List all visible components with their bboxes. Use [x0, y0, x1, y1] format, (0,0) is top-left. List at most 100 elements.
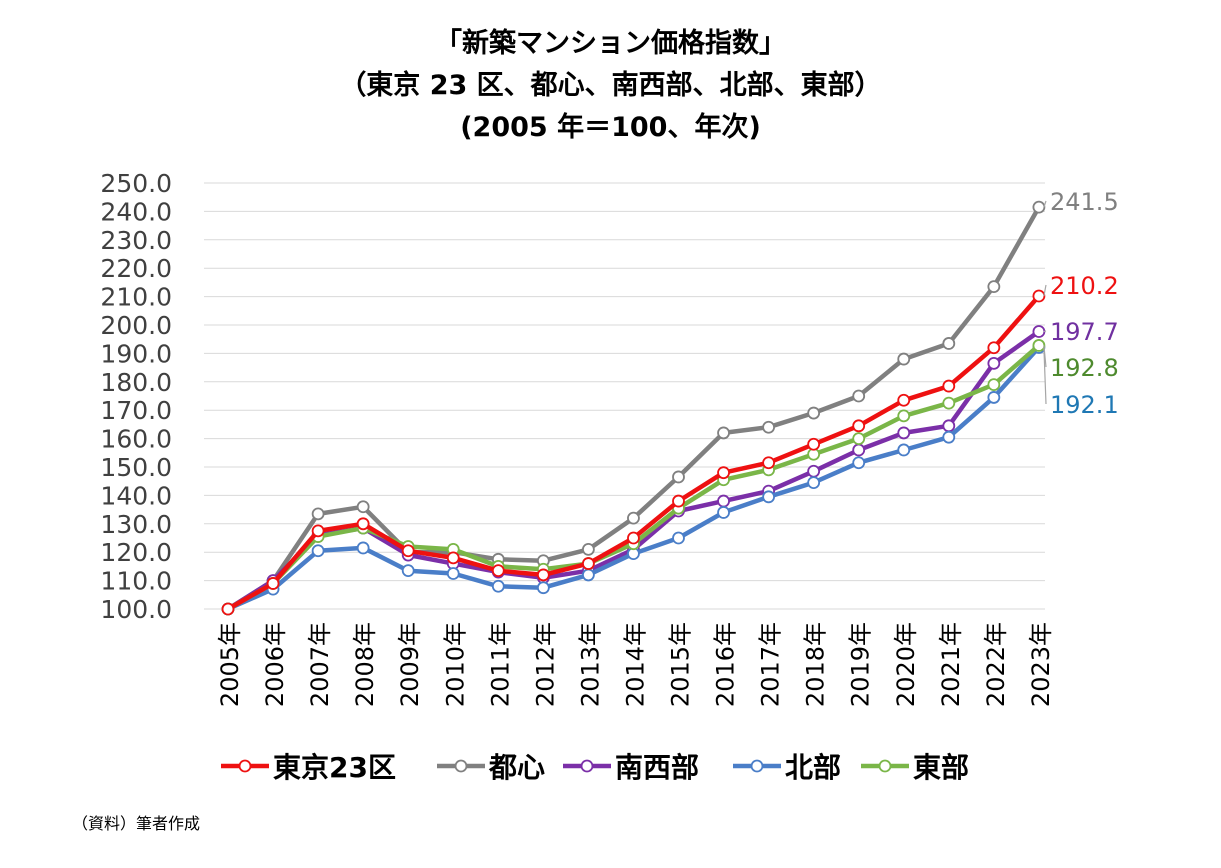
- y-tick-label: 120.0: [100, 538, 172, 567]
- x-tick-label: 2010年: [441, 622, 469, 707]
- series-line: [226, 343, 1041, 611]
- y-tick-label: 220.0: [100, 254, 172, 283]
- y-tick-label: 130.0: [100, 510, 172, 539]
- legend-marker: [238, 759, 252, 773]
- data-point: [446, 551, 460, 565]
- data-point: [311, 507, 325, 521]
- series-北部: [221, 341, 1046, 616]
- legend-label: 都心: [488, 751, 545, 784]
- data-point: [762, 456, 775, 470]
- series-東部: [221, 339, 1046, 616]
- x-tick-label: 2022年: [982, 622, 1010, 707]
- data-point: [807, 476, 821, 490]
- data-point: [401, 544, 415, 558]
- x-tick-label: 2012年: [531, 622, 559, 707]
- data-point: [266, 577, 280, 590]
- data-point: [717, 506, 730, 519]
- x-tick-label: 2008年: [351, 622, 379, 707]
- x-tick-label: 2017年: [757, 622, 785, 707]
- data-point: [987, 341, 1001, 355]
- data-point: [582, 542, 595, 556]
- legend-label: 東部: [913, 751, 969, 784]
- data-point: [897, 443, 911, 457]
- end-label: 192.8: [1050, 354, 1119, 382]
- series-line: [227, 345, 1041, 612]
- data-point: [672, 531, 685, 545]
- y-tick-label: 190.0: [100, 339, 172, 368]
- data-point: [897, 352, 911, 366]
- x-tick-label: 2019年: [847, 622, 875, 707]
- leader-line: [1043, 284, 1047, 297]
- data-point: [672, 494, 685, 508]
- y-tick-label: 210.0: [100, 283, 172, 312]
- data-point: [942, 379, 956, 393]
- data-point: [717, 466, 730, 480]
- x-tick-label: 2006年: [261, 622, 289, 707]
- y-tick-label: 240.0: [100, 197, 172, 226]
- data-point: [627, 531, 640, 545]
- y-tick-label: 100.0: [100, 595, 172, 624]
- legend-item: 都心: [437, 751, 545, 784]
- series-lines: [221, 200, 1046, 616]
- data-point: [807, 464, 821, 478]
- legend-marker: [580, 759, 594, 773]
- end-label: 210.2: [1050, 272, 1119, 300]
- data-point: [717, 426, 730, 440]
- x-tick-label: 2005年: [216, 622, 244, 707]
- data-point: [1032, 200, 1046, 214]
- x-tick-label: 2015年: [667, 622, 695, 707]
- data-point: [401, 564, 415, 578]
- y-tick-label: 110.0: [100, 567, 172, 596]
- series-line: [226, 294, 1041, 611]
- data-point: [987, 280, 1001, 294]
- x-tick-label: 2013年: [576, 622, 604, 707]
- data-point: [356, 517, 370, 531]
- data-point: [852, 389, 866, 403]
- data-point: [762, 490, 775, 504]
- x-tick-label: 2023年: [1027, 622, 1055, 707]
- data-point: [311, 544, 325, 558]
- data-point: [987, 378, 1001, 392]
- y-tick-label: 160.0: [100, 425, 172, 454]
- data-point: [1032, 289, 1046, 303]
- data-point: [491, 579, 505, 593]
- data-point: [311, 524, 325, 538]
- series-南西部: [221, 325, 1046, 616]
- data-point: [356, 541, 370, 555]
- x-axis-tick-labels: 2005年 2006年 2007年 2008年 2009年 2010年 2011年 2012年…: [216, 622, 1055, 707]
- chart-subtitle: （東京 23 区、都心、南西部、北部、東部）: [339, 70, 882, 101]
- data-point: [807, 406, 821, 420]
- data-point: [942, 430, 956, 444]
- legend-item: 東京23区: [221, 751, 396, 784]
- data-point: [446, 567, 460, 580]
- data-point: [987, 356, 1001, 370]
- end-label: 192.1: [1050, 391, 1119, 419]
- data-point: [852, 432, 866, 446]
- legend: 東京23区 都心 南西部 北部 東部: [221, 751, 969, 784]
- legend-label: 南西部: [615, 751, 699, 784]
- leader-line: [1043, 330, 1047, 333]
- y-tick-label: 140.0: [100, 481, 172, 510]
- end-label: 197.7: [1050, 318, 1119, 346]
- y-tick-label: 170.0: [100, 396, 172, 425]
- data-point: [942, 396, 956, 410]
- end-value-labels: 210.2 241.5 197.7 192.1 192.8: [1043, 188, 1119, 419]
- legend-marker: [750, 759, 764, 773]
- series-line: [226, 329, 1041, 611]
- data-point: [1032, 325, 1046, 338]
- y-tick-label: 200.0: [100, 311, 172, 340]
- y-axis-tick-labels: 100.0110.0120.0130.0140.0150.0160.0170.0…: [100, 169, 172, 624]
- data-point: [852, 456, 866, 470]
- leader-line: [1043, 200, 1047, 208]
- data-point: [536, 581, 550, 595]
- legend-item: 北部: [733, 751, 841, 784]
- data-point: [942, 419, 956, 433]
- data-point: [582, 557, 595, 570]
- x-tick-label: 2014年: [621, 622, 649, 707]
- x-tick-label: 2020年: [892, 622, 920, 707]
- y-tick-label: 180.0: [100, 368, 172, 397]
- x-tick-label: 2016年: [712, 622, 740, 707]
- y-tick-label: 230.0: [100, 226, 172, 255]
- data-point: [627, 511, 640, 525]
